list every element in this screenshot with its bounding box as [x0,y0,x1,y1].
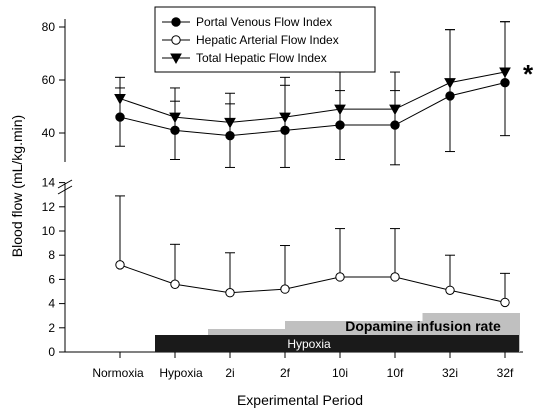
dopamine-infusion-label: Dopamine infusion rate [345,318,501,334]
data-point [280,284,290,294]
significance-marker: * [523,59,534,89]
data-point [225,130,235,141]
data-point [445,91,455,101]
data-point [389,104,401,116]
x-tick-label: 32i [442,366,458,380]
data-point [500,297,510,308]
y-tick-label: 12 [42,200,56,214]
x-tick-label: 32f [497,366,514,380]
y-tick-label: 14 [42,176,56,190]
legend-entry-label: Hepatic Arterial Flow Index [196,33,339,47]
x-tick-label: 2i [225,366,234,380]
x-tick-label: 2f [280,366,291,380]
data-point [224,117,236,129]
data-point [170,279,180,289]
x-axis-title: Experimental Period [237,392,363,408]
data-point [171,17,181,27]
y-axis-title: Blood flow (mL/kg.min) [9,115,25,257]
data-point [279,112,291,124]
data-point [225,288,235,298]
series-line [119,71,506,123]
y-tick-label: 6 [48,272,55,286]
data-point [444,78,456,89]
data-point [499,67,511,79]
legend-box [154,6,376,73]
data-point [169,112,181,124]
hypoxia-bar [155,335,519,352]
y-tick-label: 40 [42,126,56,140]
data-point [170,125,180,136]
axes: 0 2 4 6 8 10 12 14 40 60 80 Normoxia Hypoxia 2i 2f 10i 1… [42,19,523,380]
x-tick-label: 10i [332,366,348,380]
data-point [390,120,400,130]
y-tick-label: 4 [48,297,55,311]
y-tick-label: 8 [48,248,55,262]
y-tick-label: 10 [42,224,56,238]
data-point [500,77,510,88]
legend-entry-label: Total Hepatic Flow Index [196,51,327,65]
series-line [119,82,506,137]
x-tick-label: Hypoxia [159,366,203,380]
data-point [335,272,345,282]
y-tick-label: 0 [48,345,55,359]
data-point [115,112,125,122]
data-point [171,35,181,45]
x-tick-label: 10f [387,366,404,380]
data-point [115,260,125,270]
x-tick-label: Normoxia [92,366,144,380]
data-point [445,285,455,295]
y-tick-label: 80 [42,20,56,34]
data-point [334,104,346,116]
y-tick-label: 60 [42,73,56,87]
data-point [335,120,345,130]
hypoxia-bar-label: Hypoxia [287,337,331,351]
legend-entry-label: Portal Venous Flow Index [196,15,332,29]
data-point [170,53,182,65]
data-point [114,94,126,105]
axis-break-mark [57,185,73,195]
data-point [280,125,290,136]
y-tick-label: 2 [48,321,55,335]
data-point [390,272,400,282]
axis-break-mark [57,179,73,189]
legend: Portal Venous Flow Index Hepatic Arterial… [154,6,376,73]
series-hepatic-arterial-flow-index [115,195,510,308]
series-line [119,264,506,303]
